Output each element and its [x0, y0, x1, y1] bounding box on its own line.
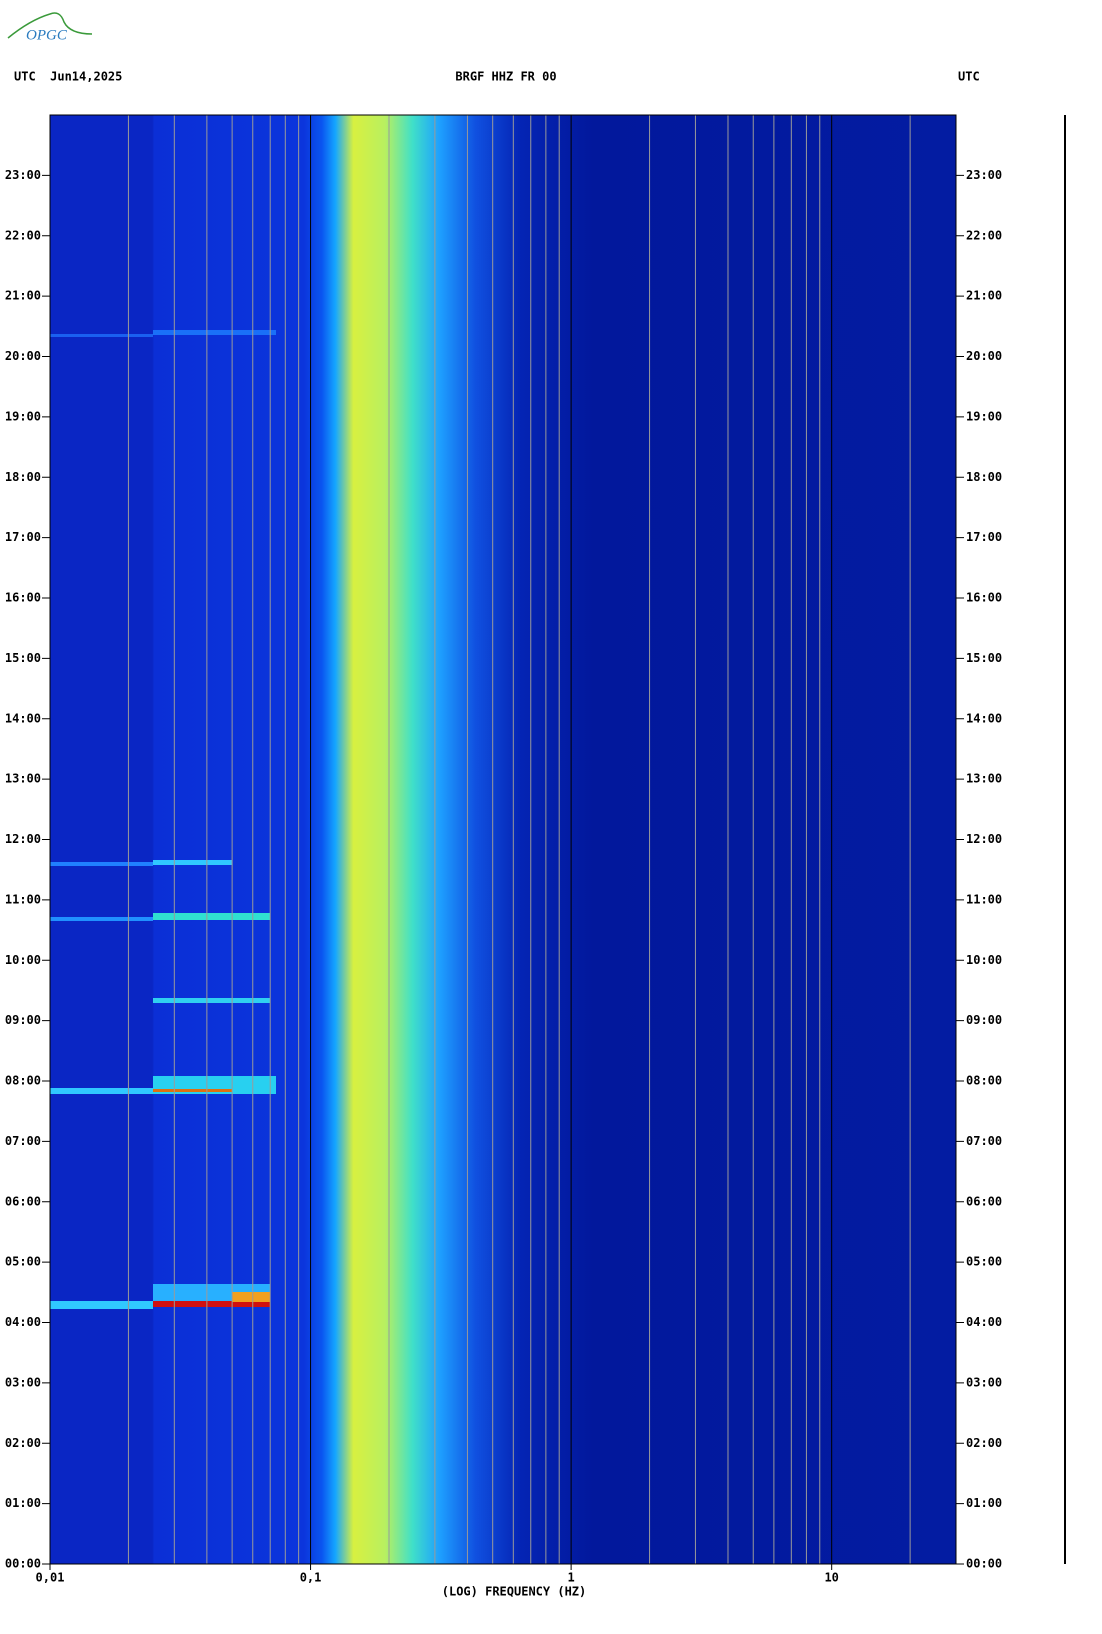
- y-tick-label-right: 20:00: [966, 349, 1002, 363]
- x-tick-label: 0,01: [36, 1571, 65, 1585]
- x-tick-label: 10: [824, 1571, 838, 1585]
- y-tick-label-right: 13:00: [966, 772, 1002, 786]
- y-tick-label-right: 05:00: [966, 1255, 1002, 1269]
- event-streak: [153, 860, 232, 865]
- event-streak: [153, 1089, 232, 1092]
- header-center: BRGF HHZ FR 00: [455, 70, 556, 84]
- y-tick-label-right: 23:00: [966, 168, 1002, 182]
- event-streak: [153, 1301, 270, 1307]
- y-tick-label-right: 09:00: [966, 1013, 1002, 1027]
- header-left: UTC Jun14,2025: [14, 70, 122, 84]
- y-tick-label-right: 07:00: [966, 1134, 1002, 1148]
- y-tick-label-right: 02:00: [966, 1436, 1002, 1450]
- events: [50, 330, 276, 1309]
- y-tick-label-left: 15:00: [5, 651, 41, 665]
- event-streak: [50, 334, 153, 337]
- y-tick-label-right: 03:00: [966, 1375, 1002, 1389]
- y-tick-label-left: 03:00: [5, 1375, 41, 1389]
- y-tick-label-left: 10:00: [5, 953, 41, 967]
- y-tick-label-right: 16:00: [966, 591, 1002, 605]
- y-tick-label-left: 00:00: [5, 1557, 41, 1571]
- y-tick-label-left: 21:00: [5, 289, 41, 303]
- event-streak: [153, 330, 276, 335]
- y-tick-label-left: 04:00: [5, 1315, 41, 1329]
- event-streak: [50, 1301, 153, 1309]
- y-tick-label-right: 21:00: [966, 289, 1002, 303]
- y-tick-label-right: 22:00: [966, 228, 1002, 242]
- y-tick-label-left: 18:00: [5, 470, 41, 484]
- y-tick-label-left: 13:00: [5, 772, 41, 786]
- event-streak: [50, 1088, 153, 1094]
- y-tick-label-right: 19:00: [966, 409, 1002, 423]
- x-tick-label: 0,1: [300, 1571, 322, 1585]
- y-tick-label-left: 01:00: [5, 1496, 41, 1510]
- y-tick-label-left: 02:00: [5, 1436, 41, 1450]
- y-tick-label-right: 00:00: [966, 1557, 1002, 1571]
- event-streak: [153, 913, 270, 920]
- y-tick-label-left: 14:00: [5, 711, 41, 725]
- y-tick-label-left: 06:00: [5, 1194, 41, 1208]
- y-tick-label-left: 09:00: [5, 1013, 41, 1027]
- y-tick-label-right: 06:00: [966, 1194, 1002, 1208]
- spectrogram-field: [50, 115, 956, 1564]
- event-streak: [153, 998, 270, 1003]
- y-tick-label-left: 05:00: [5, 1255, 41, 1269]
- grid: [49, 115, 911, 1564]
- y-tick-label-left: 19:00: [5, 409, 41, 423]
- event-streak: [50, 862, 153, 866]
- x-axis-label: (LOG) FREQUENCY (HZ): [442, 1585, 587, 1599]
- y-tick-label-left: 07:00: [5, 1134, 41, 1148]
- y-tick-label-left: 12:00: [5, 832, 41, 846]
- header-right: UTC: [958, 70, 980, 84]
- y-tick-label-left: 08:00: [5, 1074, 41, 1088]
- logo: OPGC: [26, 27, 68, 43]
- y-tick-label-left: 20:00: [5, 349, 41, 363]
- y-tick-label-right: 18:00: [966, 470, 1002, 484]
- y-tick-label-right: 08:00: [966, 1074, 1002, 1088]
- x-tick-label: 1: [568, 1571, 575, 1585]
- y-tick-label-left: 22:00: [5, 228, 41, 242]
- y-tick-label-right: 12:00: [966, 832, 1002, 846]
- y-tick-label-right: 04:00: [966, 1315, 1002, 1329]
- y-tick-label-right: 14:00: [966, 711, 1002, 725]
- y-tick-label-left: 17:00: [5, 530, 41, 544]
- y-tick-label-left: 11:00: [5, 892, 41, 906]
- y-tick-label-right: 15:00: [966, 651, 1002, 665]
- y-tick-label-left: 23:00: [5, 168, 41, 182]
- event-streak: [50, 917, 153, 921]
- y-tick-label-right: 01:00: [966, 1496, 1002, 1510]
- y-tick-label-right: 11:00: [966, 892, 1002, 906]
- logo-curve: [7, 12, 93, 39]
- y-tick-label-right: 17:00: [966, 530, 1002, 544]
- y-tick-label-left: 16:00: [5, 591, 41, 605]
- event-streak: [232, 1292, 270, 1302]
- y-tick-label-right: 10:00: [966, 953, 1002, 967]
